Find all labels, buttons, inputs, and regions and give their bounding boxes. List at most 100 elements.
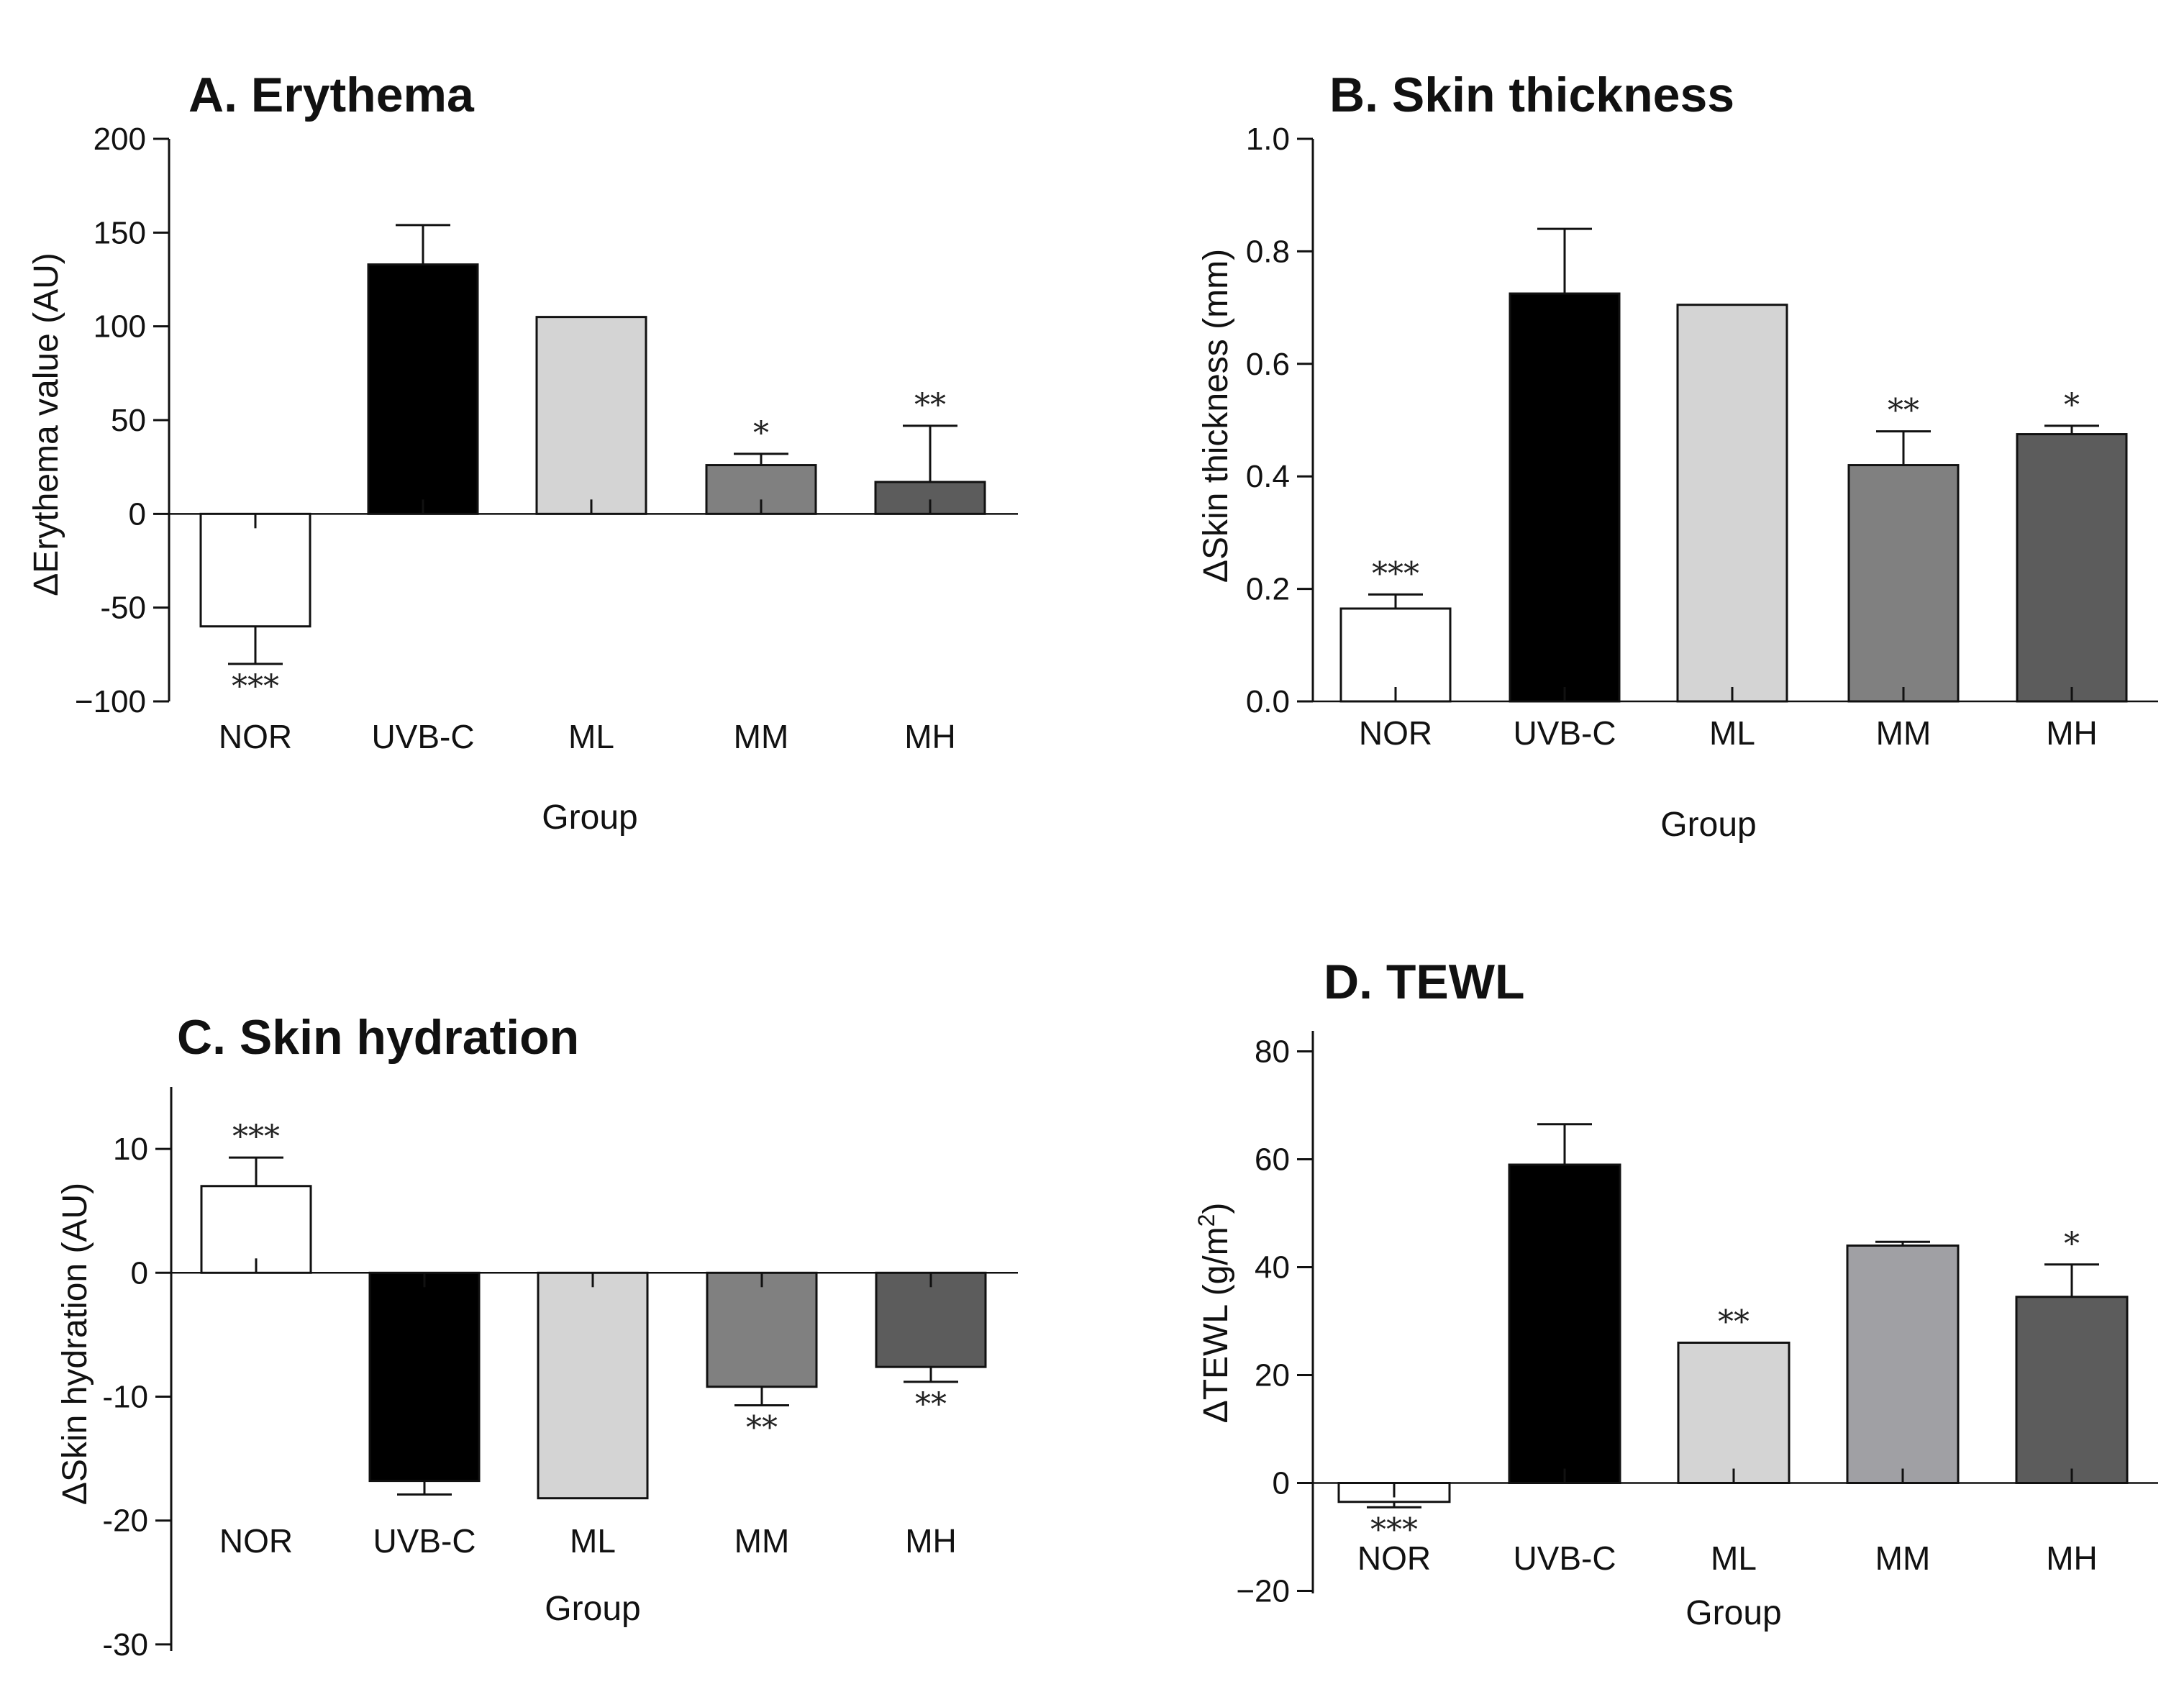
category-label-ml: ML [568, 718, 614, 755]
category-label-uvb-c: UVB-C [373, 1522, 476, 1560]
y-tick-label-tewl: 0 [1273, 1466, 1290, 1501]
panel-title-erythema: A. Erythema [188, 68, 475, 122]
category-label-uvb-c: UVB-C [1513, 714, 1616, 752]
category-label-mh: MH [2046, 714, 2098, 752]
error-bar-mm [1876, 430, 1931, 465]
y-tick-label-skin-thickness: 1.0 [1246, 122, 1290, 157]
significance-marker-mh: ** [914, 387, 946, 424]
y-tick-label-erythema: -50 [100, 591, 146, 626]
category-label-uvb-c: UVB-C [371, 718, 474, 755]
y-tick-label-skin-hydration: -20 [102, 1503, 148, 1539]
significance-marker-ml: ** [1718, 1304, 1750, 1341]
error-bar-mm [734, 452, 788, 465]
error-bar-mm [1875, 1240, 1930, 1246]
bar-mh [2016, 433, 2128, 703]
panel-skin-thickness: B. Skin thickness Group ΔSkin thickness … [1197, 68, 2158, 844]
significance-marker-mh: ** [915, 1386, 947, 1423]
bar-uvb-c [367, 263, 479, 515]
panel-erythema: A. Erythema Group ΔErythema value (AU) −… [27, 68, 1018, 837]
significance-marker-mm: * [753, 415, 769, 452]
y-tick-label-tewl: −20 [1236, 1574, 1290, 1609]
panel-tewl: D. TEWL Group ΔTEWL (g/m2) −20 0 20 40 60 80 *… [1193, 955, 2158, 1632]
bar-nor [200, 1185, 312, 1274]
category-label-nor: NOR [219, 718, 292, 755]
bar-ml [535, 316, 647, 515]
error-bar-mh [2044, 1263, 2099, 1297]
bar-mh [2015, 1296, 2129, 1484]
x-axis-title-skin-hydration: Group [545, 1590, 640, 1628]
bar-uvb-c [1509, 292, 1621, 703]
bar-mm [1847, 464, 1960, 703]
y-tick-label-erythema: −100 [75, 684, 146, 719]
y-tick-label-skin-hydration: -10 [102, 1380, 148, 1415]
x-axis-title-skin-thickness: Group [1660, 806, 1756, 844]
x-axis-title-tewl: Group [1685, 1594, 1781, 1632]
y-tick-label-skin-thickness: 0.4 [1246, 459, 1290, 494]
category-label-ml: ML [1711, 1539, 1757, 1577]
category-label-nor: NOR [219, 1522, 293, 1560]
error-bar-nor [228, 626, 283, 665]
category-label-mh: MH [904, 718, 956, 755]
panel-skin-hydration: C. Skin hydration Group ΔSkin hydration … [56, 1010, 1018, 1662]
category-label-mh: MH [2046, 1539, 2098, 1577]
category-label-mm: MM [1876, 714, 1932, 752]
category-label-uvb-c: UVB-C [1513, 1539, 1616, 1577]
bar-ml [1676, 304, 1788, 703]
y-tick-label-tewl: 80 [1255, 1034, 1290, 1070]
y-axis-title-skin-hydration: ΔSkin hydration (AU) [56, 1183, 94, 1505]
panel-title-skin-hydration: C. Skin hydration [177, 1010, 579, 1065]
error-bar-mh [903, 424, 957, 483]
error-bar-uvb-c [396, 224, 450, 265]
significance-marker-mm: ** [746, 1410, 778, 1447]
error-bar-mm [734, 1386, 789, 1407]
y-tick-label-skin-thickness: 0.0 [1246, 684, 1290, 719]
x-axis-title-erythema: Group [542, 799, 637, 837]
y-tick-label-erythema: 100 [94, 309, 146, 345]
significance-marker-mm: ** [1888, 393, 1919, 429]
y-tick-label-tewl: 60 [1255, 1142, 1290, 1178]
y-axis-title-erythema: ΔErythema value (AU) [27, 252, 65, 596]
y-tick-label-tewl: 20 [1255, 1358, 1290, 1393]
category-label-ml: ML [570, 1522, 616, 1560]
category-label-nor: NOR [1359, 714, 1432, 752]
bar-ml [537, 1271, 649, 1500]
panel-title-tewl: D. TEWL [1324, 955, 1525, 1009]
panel-title-skin-thickness: B. Skin thickness [1329, 68, 1734, 122]
error-bar-nor [1367, 1501, 1421, 1509]
y-tick-label-skin-thickness: 0.2 [1246, 572, 1290, 607]
y-tick-label-skin-hydration: 10 [113, 1132, 148, 1167]
category-label-ml: ML [1709, 714, 1755, 752]
bar-mh [875, 1271, 987, 1368]
y-tick-label-skin-thickness: 0.6 [1246, 347, 1290, 382]
bar-mm [706, 1271, 818, 1388]
significance-marker-nor: *** [232, 1119, 280, 1155]
y-tick-label-skin-hydration: -30 [102, 1627, 148, 1662]
error-bar-mh [904, 1367, 958, 1383]
y-axis-title-tewl: ΔTEWL (g/m2) [1193, 1203, 1235, 1424]
bar-mm [1846, 1245, 1960, 1484]
category-label-nor: NOR [1357, 1539, 1431, 1577]
category-label-mm: MM [1875, 1539, 1931, 1577]
error-bar-uvb-c [1537, 227, 1592, 294]
error-bar-uvb-c [397, 1480, 452, 1496]
bar-uvb-c [368, 1271, 481, 1483]
y-tick-label-erythema: 50 [111, 403, 146, 438]
bar-uvb-c [1508, 1163, 1621, 1484]
y-tick-label-erythema: 0 [129, 496, 146, 532]
y-tick-label-erythema: 150 [94, 215, 146, 250]
category-label-mh: MH [905, 1522, 957, 1560]
y-axis-title-skin-thickness: ΔSkin thickness (mm) [1197, 249, 1235, 583]
category-label-mm: MM [734, 1522, 790, 1560]
y-tick-label-skin-thickness: 0.8 [1246, 234, 1290, 269]
y-tick-label-skin-hydration: 0 [131, 1255, 148, 1291]
bar-nor [199, 512, 311, 628]
y-tick-label-tewl: 40 [1255, 1250, 1290, 1286]
category-label-mm: MM [734, 718, 789, 755]
bar-ml [1677, 1342, 1791, 1484]
error-bar-mh [2044, 424, 2099, 435]
y-tick-label-erythema: 200 [94, 122, 146, 157]
significance-marker-mh: * [2064, 387, 2080, 424]
bar-nor [1339, 607, 1452, 703]
error-bar-uvb-c [1537, 1123, 1592, 1165]
